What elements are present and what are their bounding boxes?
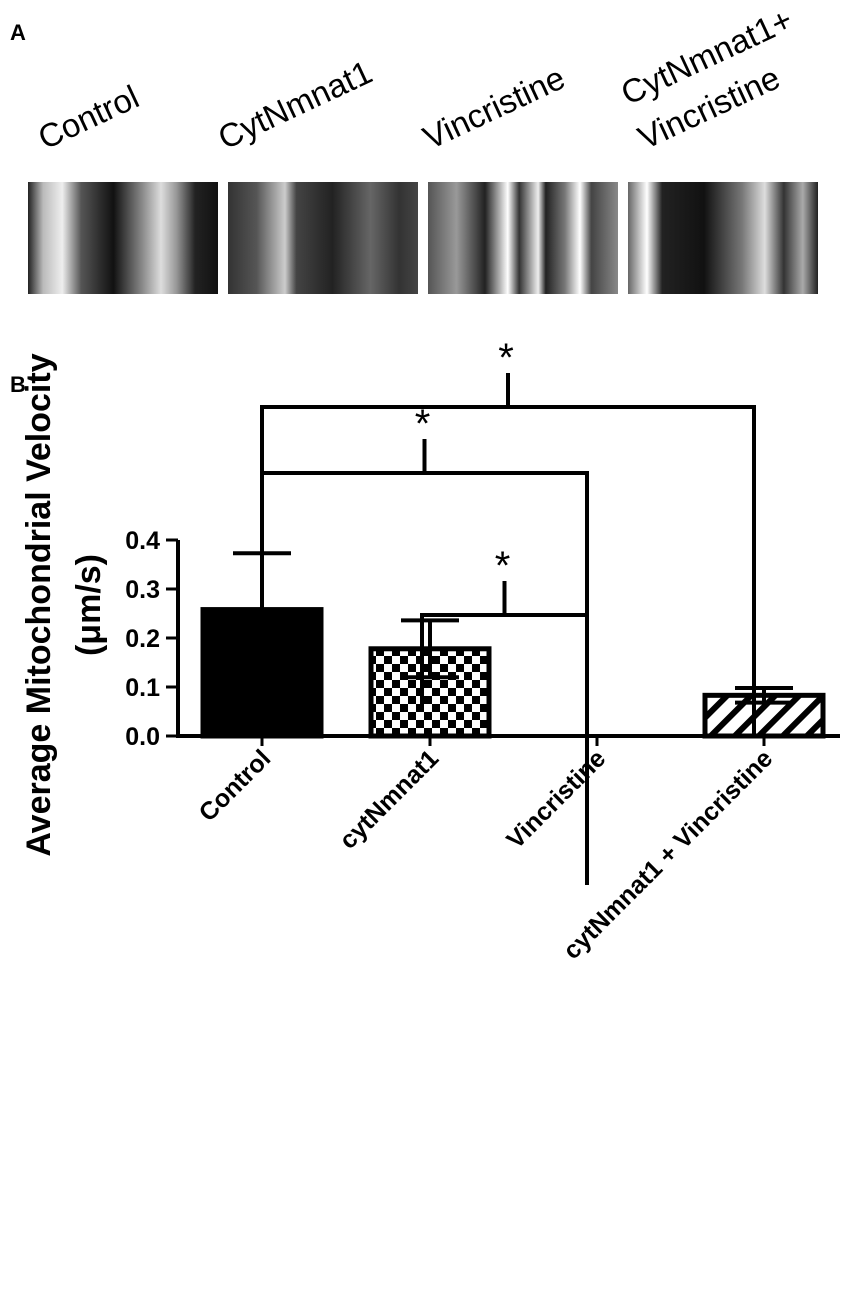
y-axis-title-line: (μm/s) bbox=[70, 554, 108, 656]
significance-brackets: * * * bbox=[260, 336, 756, 885]
kymograph-image bbox=[628, 182, 818, 294]
kymograph-image bbox=[28, 182, 218, 294]
error-bars bbox=[233, 551, 793, 705]
kymograph-label: Control bbox=[32, 78, 144, 156]
significance-star: * bbox=[498, 336, 514, 380]
kymograph-label: Vincristine bbox=[417, 59, 570, 157]
y-tick-label: 0.0 bbox=[125, 723, 160, 751]
kymograph-label: CytNmnat1 bbox=[212, 53, 377, 156]
y-ticks: 0.0 0.1 0.2 0.3 0.4 bbox=[125, 527, 178, 751]
significance-star: * bbox=[495, 544, 511, 588]
panel-a-letter: A bbox=[10, 20, 26, 45]
y-tick-label: 0.2 bbox=[125, 625, 160, 653]
y-tick-label: 0.1 bbox=[125, 674, 160, 702]
y-axis-title: Average Mitochondrial Velocity (μm/s) bbox=[20, 353, 108, 856]
kymograph-strip: Control CytNmnat1 Vincristine CytNmnat1+Vin… bbox=[28, 0, 818, 294]
bar bbox=[200, 607, 324, 739]
category-label: cytNmnat1 bbox=[334, 744, 444, 854]
y-tick-label: 0.3 bbox=[125, 576, 160, 604]
bars bbox=[200, 607, 826, 739]
category-label: Control bbox=[194, 744, 277, 827]
kymograph-image bbox=[228, 182, 418, 294]
panel-b-letter: B bbox=[10, 372, 26, 397]
significance-star: * bbox=[415, 402, 431, 446]
category-label: Vincristine bbox=[501, 744, 611, 854]
y-axis-title-line: Average Mitochondrial Velocity bbox=[20, 353, 58, 856]
y-tick-label: 0.4 bbox=[125, 527, 160, 555]
kymograph-image bbox=[428, 182, 618, 294]
